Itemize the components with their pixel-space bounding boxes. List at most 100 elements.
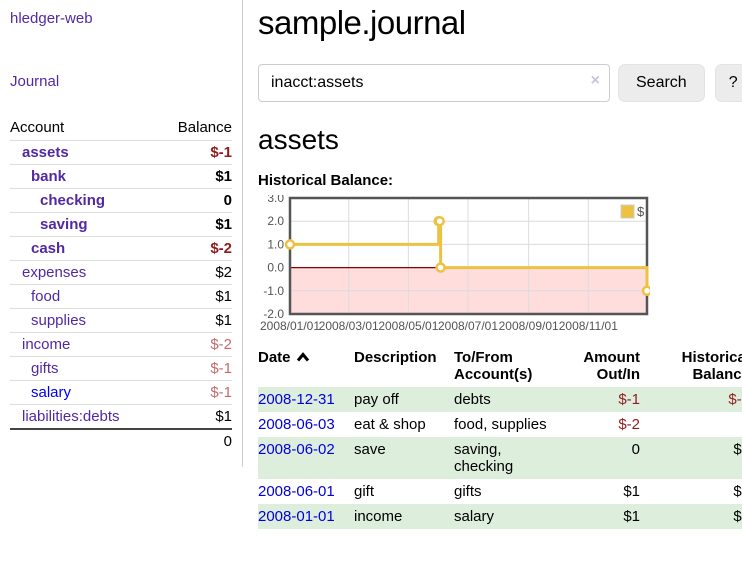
- page-title: sample.journal: [258, 4, 466, 41]
- accounts-total-row: 0: [10, 428, 232, 453]
- account-link[interactable]: supplies: [31, 312, 87, 329]
- account-name-cell: salary: [10, 380, 159, 405]
- search-input[interactable]: [258, 64, 610, 102]
- cell-amount: $1: [623, 508, 640, 525]
- clear-search-icon[interactable]: ×: [590, 72, 600, 89]
- account-link[interactable]: food: [31, 288, 61, 305]
- cell-description: pay off: [354, 391, 399, 408]
- account-link[interactable]: assets: [22, 144, 69, 161]
- app-title-link[interactable]: hledger-web: [10, 10, 93, 27]
- register-header-balance: Historical Balance: [681, 349, 742, 383]
- x-axis-tick-label: 2008/09/01: [499, 319, 559, 333]
- search-button[interactable]: Search: [618, 64, 705, 102]
- account-balance: $1: [158, 404, 232, 429]
- cell-accounts: salary: [454, 508, 495, 525]
- accounts-header-account: Account: [10, 119, 65, 136]
- transaction-row: 2008-12-31 pay off debts $-1 $-1: [258, 387, 742, 412]
- y-axis-tick-label: -1.0: [263, 284, 284, 298]
- y-axis-tick-label: 3.0: [267, 195, 284, 205]
- cell-description: eat & shop: [354, 416, 426, 433]
- account-row: checking 0: [10, 188, 232, 213]
- cell-amount: 0: [631, 441, 640, 458]
- cell-accounts: gifts: [454, 483, 482, 500]
- account-link[interactable]: expenses: [22, 264, 87, 281]
- page: hledger-web Journal Account Balance asse…: [10, 0, 742, 529]
- accounts-total-value: 0: [158, 428, 232, 453]
- account-heading: assets: [258, 124, 339, 155]
- account-name-cell: saving: [10, 212, 159, 237]
- account-link[interactable]: salary: [31, 384, 72, 401]
- account-name-cell: income: [10, 332, 159, 357]
- account-name-cell: bank: [10, 164, 159, 189]
- register-table: Date Description To/From Account(s) Amou…: [258, 345, 742, 529]
- chart-title: Historical Balance:: [258, 172, 394, 189]
- cell-balance: 0: [652, 412, 742, 437]
- sort-ascending-icon: [296, 352, 309, 362]
- transaction-row: 2008-01-01 income salary $1 $1: [258, 504, 742, 529]
- account-row: food $1: [10, 284, 232, 309]
- transaction-row: 2008-06-02 save saving, checking 0 $2: [258, 437, 742, 479]
- cell-amount: $1: [623, 483, 640, 500]
- accounts-total-spacer: [10, 428, 159, 453]
- cell-balance: $1: [733, 508, 742, 525]
- x-axis-tick-label: 2008/05/01: [378, 319, 438, 333]
- help-button[interactable]: ?: [714, 64, 742, 102]
- balance-chart[interactable]: 3.0 2.0 1.0 0.0 -1.0 -2.0 2008/01/01 2008/03/01…: [258, 191, 740, 337]
- account-link[interactable]: income: [22, 336, 71, 353]
- data-point-marker: [435, 262, 446, 273]
- account-name-cell: checking: [10, 188, 159, 213]
- transaction-date-link[interactable]: 2008-06-03: [258, 416, 335, 433]
- cell-balance: $2: [733, 441, 742, 458]
- y-axis-tick-label: 1.0: [267, 237, 284, 251]
- transaction-date-link[interactable]: 2008-06-01: [258, 483, 335, 500]
- legend-label: $: [637, 204, 645, 219]
- account-link[interactable]: saving: [40, 216, 88, 233]
- search-input-wrap: ×: [258, 64, 610, 102]
- account-balance: $1: [158, 308, 232, 333]
- account-name-cell: liabilities:debts: [10, 404, 159, 429]
- account-balance: $1: [158, 212, 232, 237]
- main-content: sample.journal × Search ? assets Histori…: [243, 0, 742, 529]
- account-row: saving $1: [10, 212, 232, 237]
- account-link[interactable]: gifts: [31, 360, 59, 377]
- account-row: expenses $2: [10, 260, 232, 285]
- account-row: assets $-1: [10, 140, 232, 165]
- account-balance: $-1: [158, 356, 232, 381]
- account-link[interactable]: liabilities:debts: [22, 408, 120, 425]
- legend-swatch: [620, 204, 635, 219]
- account-row: supplies $1: [10, 308, 232, 333]
- transaction-row: 2008-06-01 gift gifts $1 $2: [258, 479, 742, 504]
- cell-date: 2008-12-31: [258, 387, 354, 412]
- register-header-row: Date Description To/From Account(s) Amou…: [258, 345, 742, 387]
- journal-link[interactable]: Journal: [10, 73, 60, 90]
- x-axis-tick-label: 2008/01/01: [260, 319, 320, 333]
- account-row: cash $-2: [10, 236, 232, 261]
- account-link[interactable]: cash: [31, 240, 66, 257]
- account-link[interactable]: bank: [31, 168, 67, 185]
- account-balance: $1: [158, 164, 232, 189]
- transaction-date-link[interactable]: 2008-01-01: [258, 508, 335, 525]
- cell-date: 2008-06-02: [258, 437, 354, 479]
- register-header-description: Description: [354, 349, 437, 366]
- register-header-accounts: To/From Account(s): [454, 349, 533, 383]
- register-header-amount: Amount Out/In: [583, 349, 640, 383]
- transaction-date-link[interactable]: 2008-12-31: [258, 391, 335, 408]
- account-row: gifts $-1: [10, 356, 232, 381]
- cell-accounts: saving, checking: [454, 441, 514, 475]
- cell-balance: $2: [733, 483, 742, 500]
- search-form: × Search ?: [258, 64, 742, 102]
- account-name-cell: gifts: [10, 356, 159, 381]
- transaction-date-link[interactable]: 2008-06-02: [258, 441, 335, 458]
- data-point-marker: [641, 285, 653, 297]
- account-name-cell: assets: [10, 140, 159, 165]
- accounts-table: Account Balance assets $-1 bank $1 checking 0…: [10, 116, 232, 453]
- cell-accounts: debts: [454, 391, 491, 408]
- x-axis-tick-label: 2008/11/01: [559, 319, 618, 333]
- account-balance: $-1: [158, 140, 232, 165]
- account-link[interactable]: checking: [40, 192, 106, 209]
- cell-date: 2008-01-01: [258, 504, 354, 529]
- cell-description: save: [354, 441, 386, 458]
- account-name-cell: supplies: [10, 308, 159, 333]
- accounts-header-balance: Balance: [177, 119, 232, 136]
- register-header-date[interactable]: Date: [258, 345, 354, 387]
